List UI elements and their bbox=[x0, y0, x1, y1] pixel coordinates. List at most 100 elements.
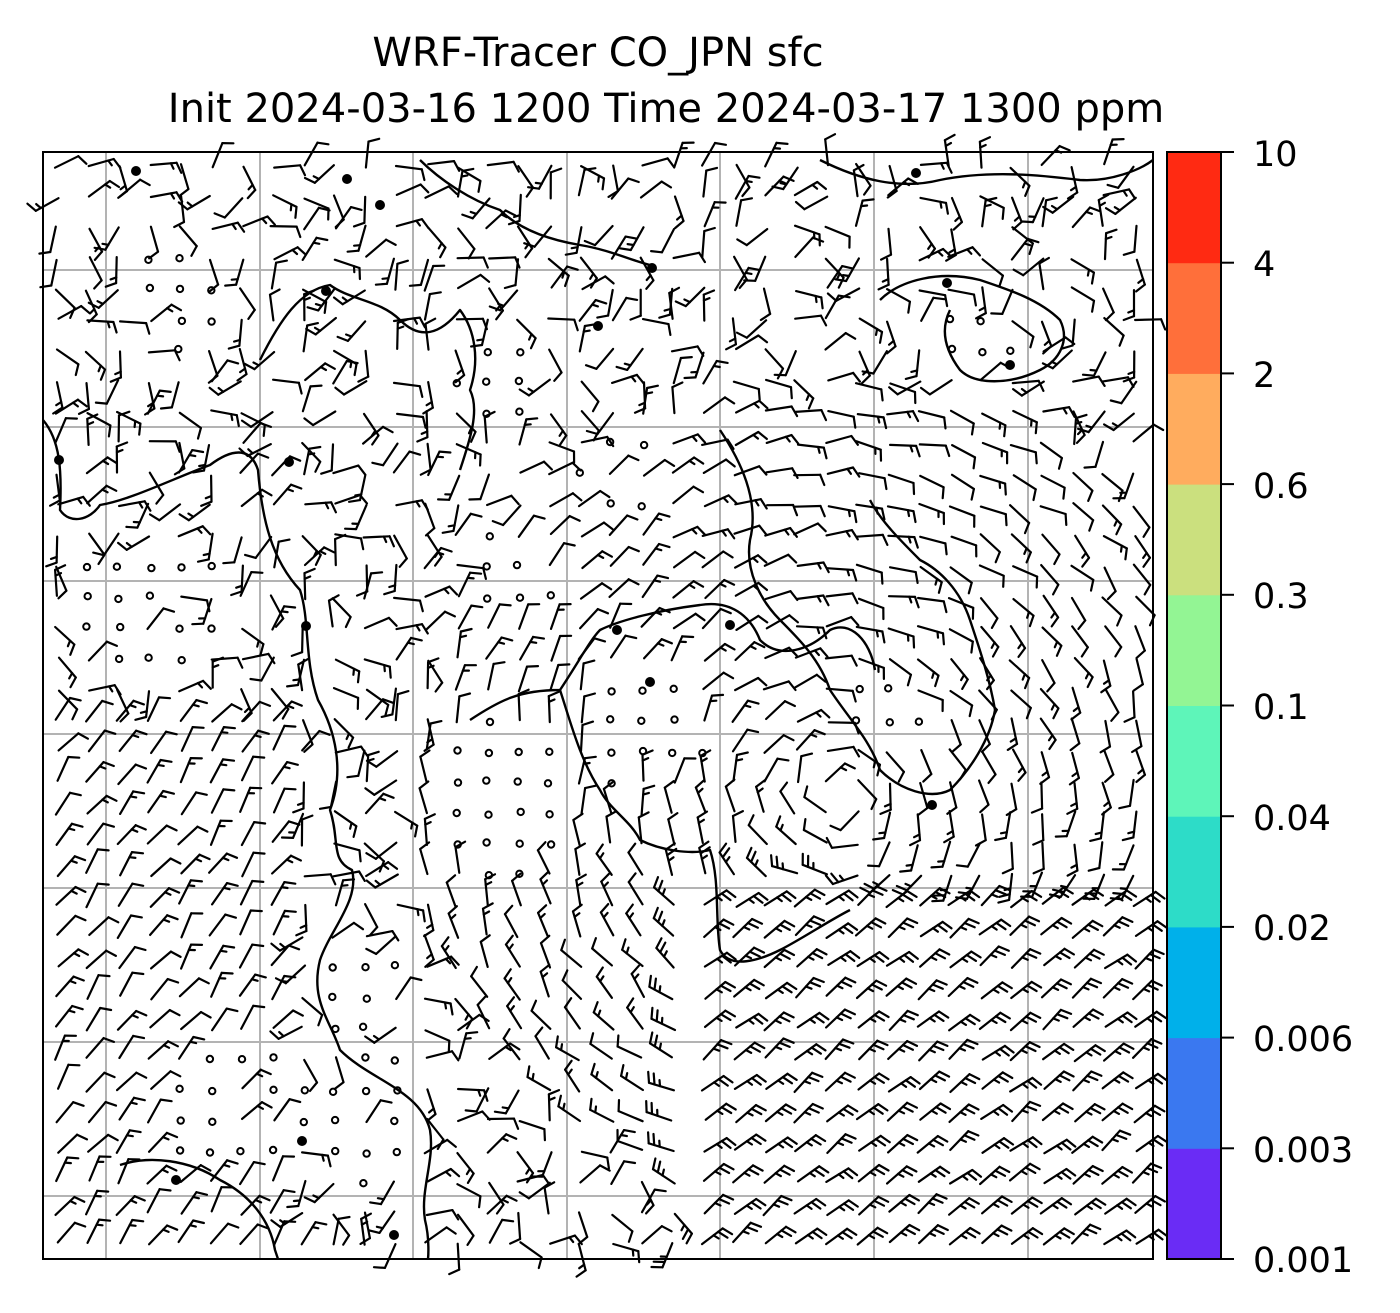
wind-barb bbox=[855, 1103, 889, 1121]
wind-barb bbox=[150, 950, 182, 970]
wind-barb bbox=[855, 625, 886, 644]
wind-barb bbox=[979, 474, 1007, 496]
wind-barb bbox=[85, 1036, 116, 1059]
wind-barb bbox=[672, 612, 706, 630]
wind-barb bbox=[572, 812, 584, 847]
wind-barb bbox=[950, 444, 977, 470]
wind-barb bbox=[363, 616, 398, 630]
wind-barb bbox=[331, 597, 352, 629]
wind-barb bbox=[652, 906, 675, 937]
wind-barb bbox=[917, 410, 947, 430]
wind-barb bbox=[1010, 980, 1043, 1000]
wind-barb bbox=[703, 889, 737, 906]
wind-barb bbox=[506, 996, 523, 1030]
wind-barb bbox=[857, 597, 885, 621]
wind-barbs bbox=[26, 133, 1169, 1278]
wind-barb bbox=[671, 456, 705, 474]
wind-barb bbox=[117, 882, 145, 907]
wind-barb bbox=[1135, 1228, 1169, 1245]
calm-marker bbox=[484, 810, 493, 819]
wind-barb bbox=[437, 474, 461, 501]
wind-barb bbox=[302, 322, 319, 353]
wind-barb bbox=[48, 473, 61, 507]
wind-barb bbox=[303, 1182, 335, 1204]
colorbar-label-10: 10 bbox=[1253, 135, 1298, 175]
calm-marker bbox=[637, 502, 646, 511]
wind-barb bbox=[241, 652, 276, 665]
wind-barb bbox=[56, 1063, 81, 1090]
wind-barb bbox=[919, 565, 943, 594]
wind-barb bbox=[241, 700, 272, 723]
wind-barb bbox=[731, 699, 760, 723]
wind-barb bbox=[516, 318, 537, 350]
wind-barb bbox=[917, 781, 929, 816]
colorbar-band bbox=[1167, 926, 1221, 1039]
wind-barb bbox=[320, 443, 335, 475]
wind-barb bbox=[702, 166, 719, 198]
wind-barb bbox=[1011, 748, 1027, 782]
wind-barb bbox=[54, 1195, 86, 1217]
wind-barb bbox=[178, 679, 212, 693]
wind-barb bbox=[919, 379, 953, 396]
wind-barb bbox=[395, 183, 430, 196]
wind-barb bbox=[1104, 889, 1138, 907]
wind-barb bbox=[211, 725, 236, 752]
wind-barb bbox=[146, 824, 178, 845]
wind-barb bbox=[899, 844, 919, 873]
wind-barb bbox=[365, 841, 398, 860]
wind-barb bbox=[918, 1070, 951, 1091]
wind-barb bbox=[949, 950, 982, 969]
wind-barb bbox=[57, 732, 90, 752]
station-dot bbox=[171, 1175, 181, 1185]
wind-barb bbox=[485, 636, 514, 660]
wind-barb bbox=[239, 909, 263, 936]
wind-barb bbox=[854, 198, 875, 227]
wind-barb bbox=[239, 287, 256, 320]
wind-barb bbox=[454, 349, 466, 384]
calm-marker bbox=[543, 779, 553, 788]
wind-barb bbox=[149, 161, 183, 174]
wind-barb bbox=[856, 413, 888, 430]
wind-barb bbox=[1010, 1196, 1043, 1215]
wind-barb bbox=[732, 917, 764, 939]
wind-barb bbox=[502, 1028, 521, 1061]
wind-barb bbox=[1132, 505, 1151, 538]
wind-barb bbox=[146, 758, 173, 784]
wind-barb bbox=[581, 550, 614, 570]
wind-barb bbox=[87, 179, 121, 198]
wind-barb bbox=[1134, 948, 1165, 970]
wind-barb bbox=[146, 1164, 178, 1185]
wind-barb bbox=[887, 917, 919, 939]
wind-barb bbox=[488, 1218, 515, 1244]
wind-barb bbox=[642, 512, 671, 536]
wind-barb bbox=[578, 607, 610, 630]
wind-barb bbox=[87, 1133, 119, 1153]
wind-barb bbox=[584, 347, 615, 370]
wind-barb bbox=[425, 1050, 460, 1062]
wind-barb bbox=[119, 850, 145, 877]
wind-barb bbox=[209, 1222, 240, 1245]
wind-barb bbox=[486, 1194, 518, 1215]
wind-barb bbox=[57, 1133, 89, 1154]
wind-barb bbox=[981, 1071, 1014, 1090]
wind-barb bbox=[271, 974, 297, 1001]
wind-barb bbox=[518, 1119, 547, 1142]
wind-barb bbox=[734, 174, 761, 200]
wind-barb bbox=[578, 299, 608, 322]
wind-barb bbox=[422, 381, 434, 415]
wind-barb bbox=[577, 755, 597, 785]
wind-barb bbox=[1040, 563, 1060, 596]
wind-barb bbox=[994, 811, 1012, 842]
calm-marker bbox=[605, 437, 615, 447]
wind-barb bbox=[793, 1071, 824, 1094]
wind-barb bbox=[664, 842, 678, 877]
wind-barb bbox=[949, 409, 975, 436]
wind-barb bbox=[536, 904, 550, 938]
wind-barb bbox=[948, 505, 976, 528]
wind-barb bbox=[334, 380, 368, 396]
calm-marker bbox=[514, 376, 524, 386]
wind-barb bbox=[454, 512, 483, 537]
calm-marker bbox=[82, 622, 91, 631]
wind-barb bbox=[476, 995, 491, 1030]
wind-barb bbox=[974, 813, 987, 847]
